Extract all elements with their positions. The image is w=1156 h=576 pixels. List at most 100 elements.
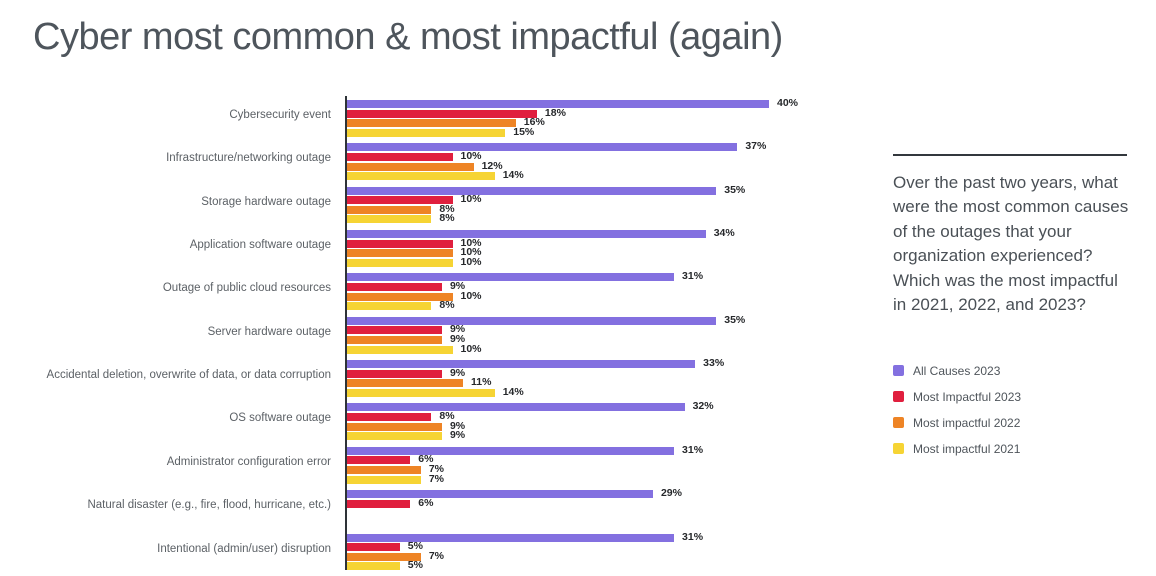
- value-label: 12%: [481, 159, 503, 172]
- legend-label: Most impactful 2022: [913, 415, 1021, 430]
- bar-group: Administrator configuration error 31% 6% 7%…: [167, 443, 867, 485]
- value-label: 7%: [428, 549, 445, 562]
- bar: [347, 413, 432, 422]
- bar: [347, 273, 675, 282]
- value-label: 9%: [449, 429, 466, 442]
- bar: [347, 302, 432, 311]
- category-label: OS software outage: [229, 412, 331, 425]
- bar: [347, 345, 453, 354]
- value-label: 8%: [439, 212, 455, 225]
- legend-label: All Causes 2023: [913, 363, 1001, 378]
- bar: [347, 230, 706, 239]
- chart-axis-line: [345, 96, 347, 570]
- bar-group: Cybersecurity event 40% 18% 16% 15%: [229, 97, 867, 138]
- bar-group: Application software outage 34% 10% 10% 10%: [190, 227, 867, 268]
- value-label: 10%: [460, 246, 482, 259]
- bar: [347, 292, 453, 301]
- bar: [347, 379, 464, 388]
- bar: [347, 205, 432, 214]
- value-label: 8%: [439, 410, 455, 423]
- bar: [347, 456, 411, 465]
- category-label: Infrastructure/networking outage: [166, 152, 331, 165]
- legend: All Causes 2023 Most Impactful 2023 Most i…: [893, 358, 1133, 462]
- value-label: 8%: [439, 299, 455, 312]
- value-label: 34%: [713, 227, 735, 240]
- bar: [347, 109, 537, 118]
- bar: [347, 316, 717, 325]
- value-label: 35%: [724, 313, 746, 326]
- bar: [347, 422, 442, 431]
- value-label: 35%: [724, 183, 746, 196]
- value-label: 31%: [682, 270, 704, 283]
- value-label: 11%: [471, 376, 492, 389]
- category-label: Storage hardware outage: [201, 195, 331, 208]
- page-title: Cyber most common & most impactful (agai…: [33, 16, 783, 58]
- bar-group: Accidental deletion, overwrite of data, …: [47, 358, 867, 398]
- legend-item: Most Impactful 2023: [893, 384, 1133, 410]
- bar-group: Storage hardware outage 35% 10% 8% 8%: [201, 183, 867, 225]
- value-label: 9%: [449, 366, 466, 379]
- bar: [347, 403, 685, 412]
- bar: [347, 249, 453, 258]
- value-label: 10%: [460, 289, 482, 302]
- value-label: 15%: [513, 125, 535, 138]
- legend-item: Most impactful 2022: [893, 410, 1133, 436]
- value-label: 40%: [777, 97, 799, 109]
- divider-line: [893, 154, 1127, 156]
- legend-swatch: [893, 391, 904, 403]
- bar: [347, 499, 411, 508]
- category-label: Outage of public cloud resources: [162, 282, 331, 295]
- legend-item: All Causes 2023: [893, 358, 1133, 384]
- value-label: 14%: [502, 385, 524, 398]
- value-label: 14%: [502, 169, 524, 182]
- bar: [347, 326, 442, 335]
- value-label: 10%: [460, 193, 482, 206]
- bar: [347, 369, 442, 378]
- bar: [347, 360, 696, 369]
- bar: [347, 388, 495, 397]
- bar: [347, 215, 432, 224]
- category-label: Intentional (admin/user) disruption: [157, 542, 331, 555]
- bar: [347, 196, 453, 205]
- value-label: 29%: [660, 487, 682, 500]
- value-label: 9%: [449, 279, 466, 292]
- value-label: 5%: [407, 559, 423, 572]
- bar-group: Outage of public cloud resources 31% 9% 10%…: [163, 270, 867, 312]
- legend-swatch: [893, 417, 904, 429]
- category-label: Server hardware outage: [207, 325, 331, 338]
- bar: [347, 258, 453, 267]
- bar: [347, 552, 421, 561]
- category-label: Application software outage: [189, 239, 331, 252]
- category-label: Cybersecurity event: [229, 109, 331, 121]
- value-label: 7%: [428, 462, 445, 475]
- bar: [347, 186, 717, 195]
- question-panel: Over the past two years, what were the m…: [893, 154, 1133, 462]
- bar: [347, 335, 442, 344]
- value-label: 31%: [682, 443, 704, 456]
- bar: [347, 562, 400, 571]
- value-label: 10%: [460, 149, 482, 162]
- value-label: 9%: [449, 419, 466, 432]
- bar: [347, 100, 769, 108]
- value-label: 16%: [523, 116, 545, 129]
- value-label: 9%: [449, 323, 466, 336]
- bar: [347, 446, 675, 455]
- value-label: 5%: [407, 540, 423, 553]
- bar-group: Natural disaster (e.g., fire, flood, hur…: [87, 487, 867, 528]
- bar: [347, 143, 738, 152]
- value-label: 8%: [439, 202, 455, 215]
- value-label: 6%: [418, 496, 434, 509]
- question-text: Over the past two years, what were the m…: [893, 173, 1129, 315]
- bar-group: Infrastructure/networking outage 37% 10% 12…: [166, 141, 867, 182]
- category-label: Natural disaster (e.g., fire, flood, hur…: [87, 499, 331, 512]
- bar-group: Intentional (admin/user) disruption 31% 5%…: [157, 531, 867, 572]
- legend-swatch: [893, 443, 904, 455]
- bar: [347, 282, 442, 291]
- bar: [347, 543, 400, 552]
- bar-group: Server hardware outage 35% 9% 9% 10%: [208, 313, 867, 355]
- bar: [347, 162, 474, 171]
- bar: [347, 128, 506, 137]
- value-label: 10%: [460, 236, 482, 249]
- category-label: Administrator configuration error: [166, 455, 331, 468]
